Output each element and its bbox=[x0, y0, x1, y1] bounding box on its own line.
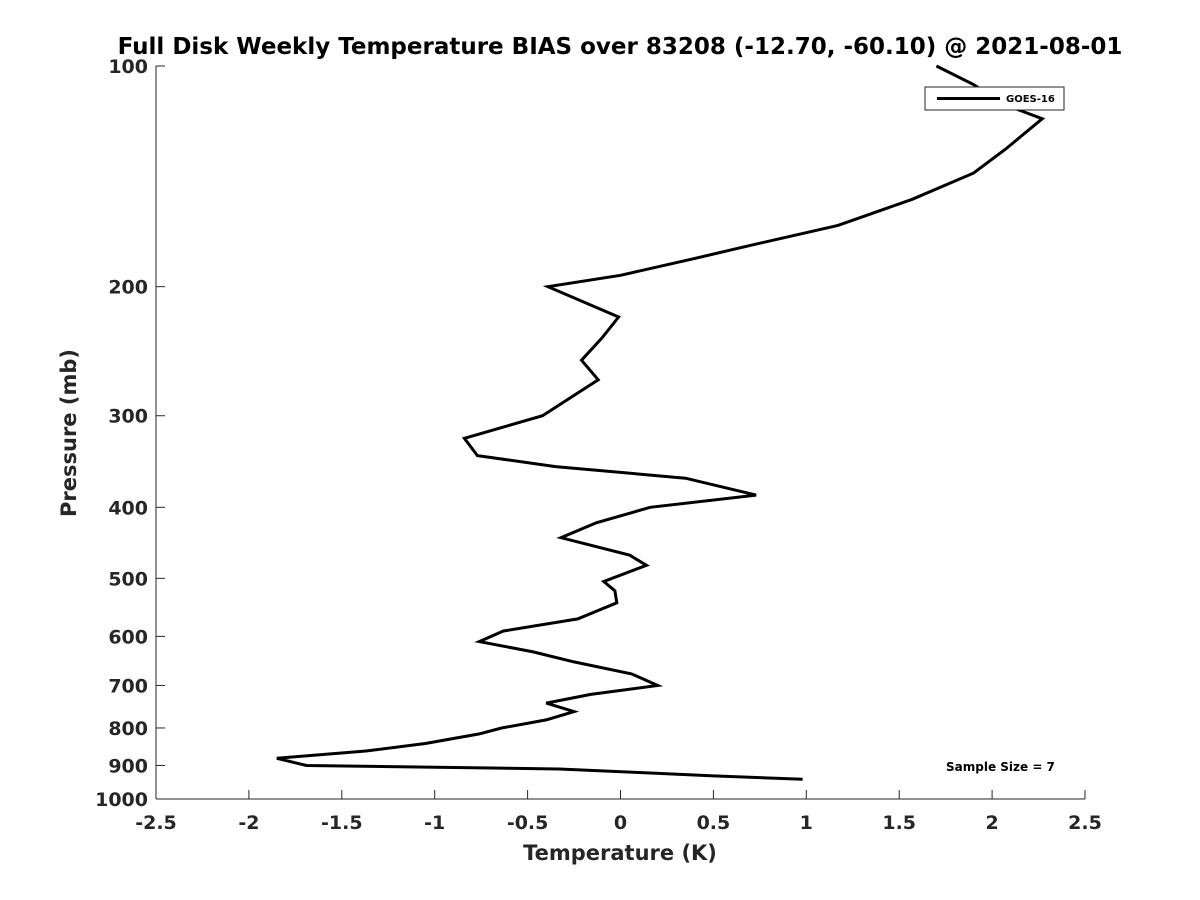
x-axis-label: Temperature (K) bbox=[523, 841, 717, 865]
x-tick-label: -2 bbox=[238, 812, 259, 834]
x-tick-label: -0.5 bbox=[507, 812, 549, 834]
legend-label-goes-16: GOES-16 bbox=[1006, 94, 1055, 105]
x-tick-label: 1.5 bbox=[882, 812, 916, 834]
series-line-goes-16 bbox=[276, 64, 1046, 781]
legend: GOES-16 bbox=[924, 86, 1065, 111]
x-tick-label: 2 bbox=[985, 812, 998, 834]
x-tick-label: 2.5 bbox=[1068, 812, 1102, 834]
sample-size-annotation: Sample Size = 7 bbox=[946, 760, 1055, 774]
x-tick-label: 0 bbox=[614, 812, 627, 834]
y-tick-label: 400 bbox=[108, 497, 148, 519]
y-tick-label: 1000 bbox=[95, 789, 148, 811]
x-tick-label: -1.5 bbox=[321, 812, 363, 834]
chart-title: Full Disk Weekly Temperature BIAS over 8… bbox=[118, 34, 1123, 60]
y-tick-label: 300 bbox=[108, 406, 148, 428]
y-axis-ticks: 100 200 300 400 500 600 700 800 900 1000 bbox=[95, 56, 165, 811]
series-group bbox=[276, 64, 1046, 781]
x-tick-label: 0.5 bbox=[697, 812, 731, 834]
y-tick-label: 900 bbox=[108, 755, 148, 777]
x-tick-label: -2.5 bbox=[135, 812, 177, 834]
x-tick-label: -1 bbox=[424, 812, 445, 834]
y-tick-label: 500 bbox=[108, 568, 148, 590]
y-tick-label: 800 bbox=[108, 718, 148, 740]
y-tick-label: 600 bbox=[108, 626, 148, 648]
y-tick-label: 100 bbox=[108, 56, 148, 78]
x-tick-label: 1 bbox=[800, 812, 813, 834]
y-tick-label: 200 bbox=[108, 277, 148, 299]
y-tick-label: 700 bbox=[108, 675, 148, 697]
y-axis-label: Pressure (mb) bbox=[57, 349, 81, 517]
x-axis-ticks: -2.5 -2 -1.5 -1 -0.5 0 0.5 1 1.5 2 2.5 bbox=[135, 790, 1102, 834]
